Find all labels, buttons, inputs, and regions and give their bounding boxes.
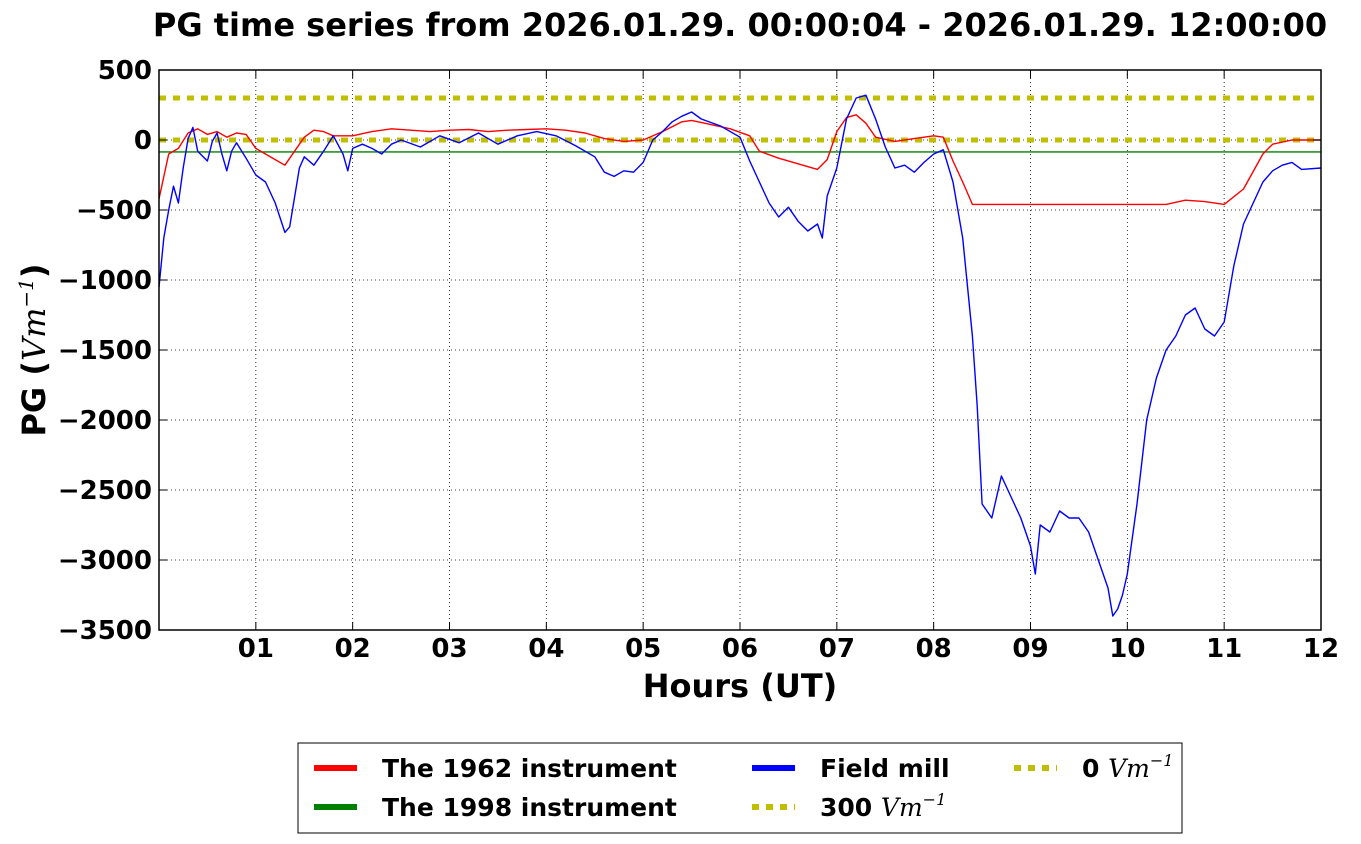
- y-tick-label: 500: [98, 56, 152, 86]
- y-axis-label-close: ): [15, 263, 53, 278]
- y-axis-label-unit: Vm: [15, 308, 53, 361]
- y-tick-label: 0: [134, 126, 152, 156]
- x-tick-label: 10: [1109, 634, 1145, 664]
- y-axis-label-exponent: −1: [14, 278, 38, 307]
- y-axis-ticks: 500 0 −500 −1000 −1500 −2000 −2500 −3000 −3500: [58, 56, 1321, 646]
- legend-entry-field-mill: Field mill: [752, 754, 950, 783]
- legend-box: [297, 742, 1183, 834]
- x-tick-label: 03: [431, 634, 467, 664]
- legend-label-0-exp: −1: [1150, 751, 1174, 770]
- y-tick-label: −3000: [58, 546, 152, 576]
- x-tick-label: 12: [1303, 634, 1339, 664]
- y-tick-label: −2500: [58, 476, 152, 506]
- legend-label-300-unit: Vm: [881, 793, 923, 822]
- x-tick-label: 04: [528, 634, 564, 664]
- y-tick-label: −1500: [58, 336, 152, 366]
- legend-entry-1962: The 1962 instrument: [314, 754, 677, 783]
- legend-label-1998: The 1998 instrument: [382, 793, 677, 822]
- x-axis-ticks: 01 02 03 04 05 06 07 08 09 10 11 12: [238, 70, 1339, 664]
- x-tick-label: 01: [238, 634, 274, 664]
- legend-label-0-value: 0: [1082, 754, 1099, 783]
- x-tick-label: 08: [916, 634, 952, 664]
- x-tick-label: 05: [625, 634, 661, 664]
- y-tick-label: −3500: [58, 616, 152, 646]
- x-tick-label: 09: [1012, 634, 1048, 664]
- x-tick-label: 07: [819, 634, 855, 664]
- legend-label-300-exp: −1: [923, 790, 947, 809]
- legend-label-0: 0 Vm−1: [1082, 751, 1173, 783]
- legend-entry-0: 0 Vm−1: [1014, 751, 1173, 783]
- x-tick-label: 06: [722, 634, 758, 664]
- legend-label-field-mill: Field mill: [820, 754, 950, 783]
- y-tick-label: −2000: [58, 406, 152, 436]
- x-axis-label: Hours (UT): [643, 667, 838, 705]
- legend: The 1962 instrument The 1998 instrument …: [297, 742, 1183, 834]
- series-layer: [158, 94, 1322, 617]
- legend-label-300: 300 Vm−1: [820, 790, 946, 822]
- series-line-field-mill: [158, 94, 1322, 617]
- legend-label-0-unit: Vm: [1108, 754, 1150, 783]
- x-tick-label: 02: [335, 634, 371, 664]
- chart-title: PG time series from 2026.01.29. 00:00:04…: [153, 6, 1327, 44]
- y-axis-label: PG (Vm−1): [14, 263, 53, 436]
- legend-label-300-value: 300: [820, 793, 872, 822]
- legend-entry-1998: The 1998 instrument: [314, 793, 677, 822]
- y-tick-label: −500: [76, 196, 152, 226]
- y-tick-label: −1000: [58, 266, 152, 296]
- series-line-1962: [158, 114, 1321, 206]
- grid: [159, 69, 1322, 631]
- y-axis-label-text: PG (: [15, 361, 53, 436]
- legend-label-1962: The 1962 instrument: [382, 754, 677, 783]
- x-tick-label: 11: [1206, 634, 1242, 664]
- legend-entry-300: 300 Vm−1: [752, 790, 946, 822]
